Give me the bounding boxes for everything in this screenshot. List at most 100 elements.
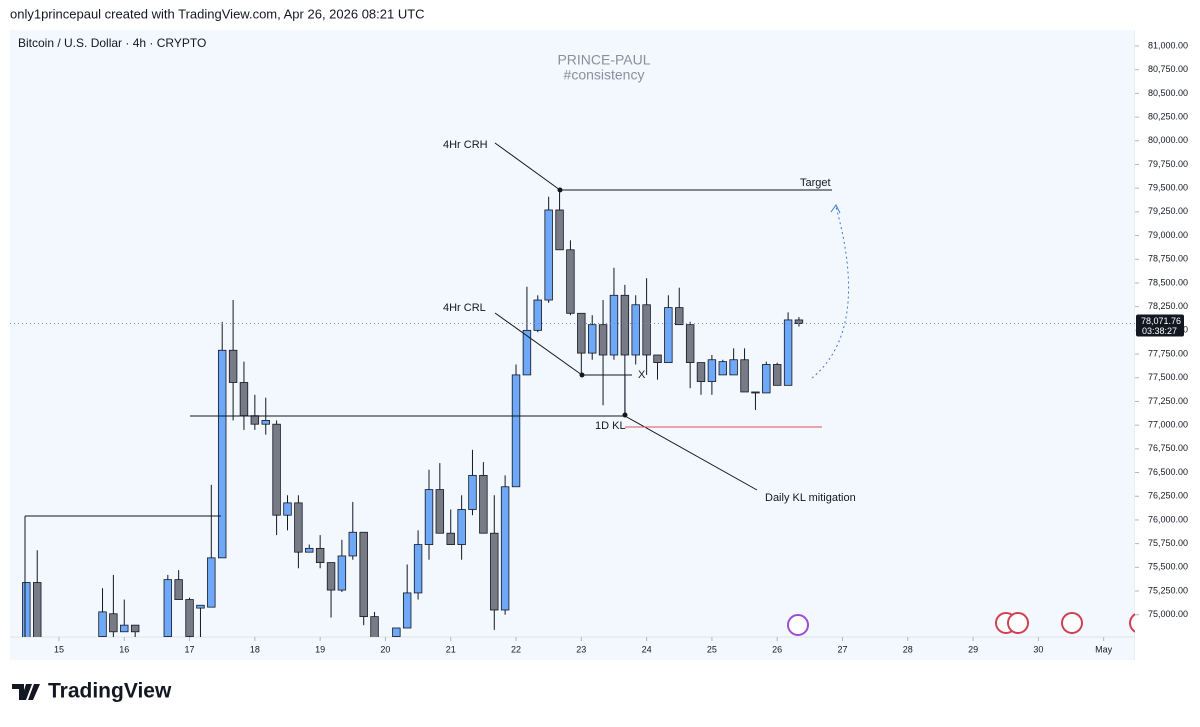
price-label: 78,071.76 [1141,316,1181,326]
x-tick-label: 27 [837,644,847,654]
candle-body [261,420,270,425]
annotation: 4Hr CRL [443,302,486,314]
flag-icon[interactable] [1061,612,1083,634]
anchor-dot [557,187,563,193]
candle-body [424,489,434,545]
candle-body [130,624,140,633]
candle-body [577,312,586,354]
candle-body [109,613,118,633]
y-tick-label: 77,250.00 [1148,396,1188,406]
pointer-line [494,142,561,191]
y-tick-label: 81,000.00 [1148,40,1188,50]
candle-body [33,582,42,637]
candle-body [413,544,423,594]
flag-icon[interactable] [1007,612,1029,634]
x-tick-label: 16 [119,644,129,654]
candle-body [272,423,281,516]
x-tick-label: 15 [54,644,64,654]
y-tick-label: 80,750.00 [1148,64,1188,74]
candle-body [588,324,597,354]
candle-body [664,307,673,363]
candle-body [555,209,564,251]
y-tick-label: 76,250.00 [1148,491,1188,501]
x-tick-label: 18 [250,644,260,654]
annotation: Daily KL mitigation [765,492,856,504]
pointer-line [494,312,583,376]
annotation: 4Hr CRH [443,139,488,151]
candle-body [228,349,238,383]
candle-body [631,304,640,356]
candle-body [729,359,738,376]
candle-body [544,209,553,301]
candle-body [217,349,227,559]
candle-body [783,319,793,386]
y-tick-label: 76,500.00 [1148,467,1188,477]
x-tick-label: 29 [968,644,978,654]
candle-body [653,354,662,363]
y-tick-label: 80,500.00 [1148,88,1188,98]
candle-body [370,616,379,637]
candle-body [305,547,314,553]
y-tick-label: 79,000.00 [1148,230,1188,240]
candle-body [794,319,804,324]
candle-body [620,294,630,356]
y-tick-label: 77,500.00 [1148,372,1188,382]
header: only1princepaul created with TradingView… [10,6,425,21]
x-tick-label: 19 [315,644,325,654]
x-tick-label: 25 [707,644,717,654]
candle-body [707,359,717,382]
y-tick-label: 75,750.00 [1148,538,1188,548]
event-icon[interactable] [787,614,809,636]
price-axis [1135,30,1200,670]
candle-body [174,579,183,600]
x-tick-label: 26 [772,644,782,654]
y-tick-label: 77,750.00 [1148,348,1188,358]
y-tick-label: 75,500.00 [1148,562,1188,572]
y-tick-label: 77,000.00 [1148,420,1188,430]
candle-body [98,611,107,637]
candle-body [533,299,542,331]
candle-body [283,502,292,516]
y-tick-label: 75,000.00 [1148,609,1188,619]
y-tick-label: 78,750.00 [1148,254,1188,264]
y-tick-label: 78,500.00 [1148,277,1188,287]
candle-body [326,562,336,591]
x-tick-label: 23 [576,644,586,654]
pointer-line [624,415,758,491]
y-tick-label: 79,500.00 [1148,183,1188,193]
candle-body [348,531,357,557]
candle-body [435,489,445,534]
y-tick-label: 76,000.00 [1148,514,1188,524]
candle-body [522,329,532,376]
candle-body [718,361,728,376]
annotation: X [638,369,646,381]
candle-body [359,531,368,618]
symbol-title: Bitcoin / U.S. Dollar · 4h · CRYPTO [18,36,206,50]
candle-body [500,486,510,611]
annotation: Target [800,177,831,189]
x-tick-label: 24 [642,644,652,654]
candle-body [250,415,260,425]
candle-body [294,502,303,553]
candle-body [392,627,401,637]
arrow-head [830,204,841,214]
candle-body [315,547,325,563]
watermark: #consistency [564,67,645,83]
y-tick-label: 76,750.00 [1148,443,1188,453]
y-tick-label: 80,250.00 [1148,111,1188,121]
candle-body [22,582,31,637]
logo: TradingView [48,680,172,703]
y-tick-label: 79,750.00 [1148,159,1188,169]
candle-body [511,374,521,488]
candle-body [479,474,488,534]
candle-body [163,579,173,637]
candle-body [196,604,205,609]
x-tick-label: 28 [903,644,913,654]
x-tick-label: 22 [511,644,521,654]
x-tick-label: May [1095,644,1113,654]
y-tick-label: 78,250.00 [1148,301,1188,311]
countdown: 03:38:27 [1142,326,1177,336]
candle-body [696,362,706,382]
candle-body [402,592,412,629]
candle-body [468,474,477,510]
